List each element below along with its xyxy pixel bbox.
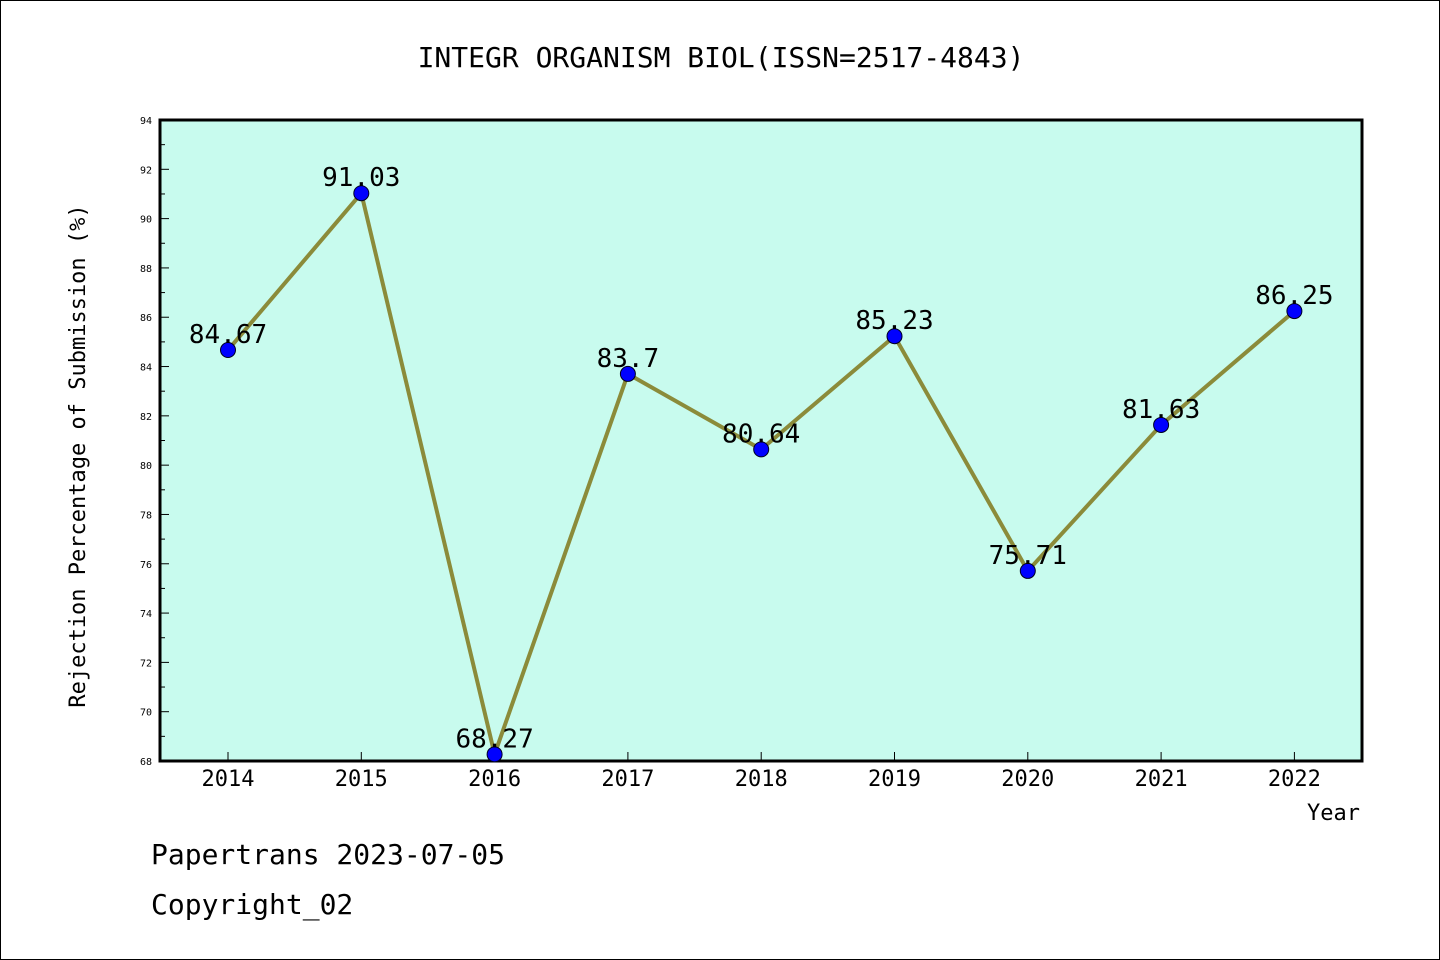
data-label: 86.25 <box>1255 281 1333 311</box>
y-tick-label: 78 <box>140 510 152 521</box>
data-point <box>753 441 770 458</box>
data-point <box>486 746 503 763</box>
data-label: 68.27 <box>455 724 533 754</box>
plot-area <box>158 118 1364 763</box>
data-point <box>353 185 370 202</box>
x-tick-label: 2017 <box>601 767 654 792</box>
y-tick-label: 70 <box>140 708 152 719</box>
y-tick-label: 90 <box>140 215 152 226</box>
y-tick-label: 92 <box>140 165 152 176</box>
x-axis: 2014 2015 2016 2017 2018 2019 2020 2021 2022 <box>202 752 1321 792</box>
x-tick-label: 2014 <box>202 767 255 792</box>
y-tick-label: 74 <box>140 609 152 620</box>
y-tick-label: 76 <box>140 560 152 571</box>
y-tick-label: 86 <box>140 313 152 324</box>
data-label: 80.64 <box>722 419 800 449</box>
y-tick-label: 82 <box>140 412 152 423</box>
data-point <box>1153 416 1170 433</box>
x-tick-label: 2021 <box>1135 767 1188 792</box>
y-tick-label: 68 <box>140 757 152 768</box>
y-tick-label: 72 <box>140 658 152 669</box>
y-tick-label: 84 <box>140 363 152 374</box>
x-tick-label: 2015 <box>335 767 388 792</box>
series-group: 84.67 91.03 68.27 83.7 80.64 85.23 75.71 81.63 8… <box>189 163 1334 763</box>
y-axis-label: Rejection Percentage of Submission (%) <box>66 204 91 707</box>
data-point <box>619 365 636 382</box>
data-label: 91.03 <box>322 163 400 193</box>
x-tick-label: 2020 <box>1001 767 1054 792</box>
y-tick-label: 88 <box>140 264 152 275</box>
data-point <box>220 342 236 359</box>
data-label: 75.71 <box>989 541 1067 571</box>
data-label: 81.63 <box>1122 395 1200 425</box>
data-label: 85.23 <box>855 306 933 336</box>
y-tick-label: 94 <box>140 116 152 127</box>
footer-copyright: Copyright_02 <box>151 888 353 922</box>
y-tick-label: 80 <box>140 461 152 472</box>
data-label: 84.67 <box>189 320 267 350</box>
x-tick-label: 2019 <box>868 767 921 792</box>
data-point <box>1019 562 1036 579</box>
data-point <box>1286 303 1303 320</box>
x-tick-label: 2016 <box>468 767 521 792</box>
data-label: 83.7 <box>597 344 660 374</box>
y-axis: 68 70 72 74 76 78 80 82 84 86 88 90 92 94 <box>140 116 169 768</box>
x-tick-label: 2022 <box>1268 767 1321 792</box>
chart-title: INTEGR ORGANISM BIOL(ISSN=2517-4843) <box>418 41 1025 74</box>
x-tick-label: 2018 <box>735 767 788 792</box>
data-point <box>886 328 903 345</box>
footer-date: Papertrans 2023-07-05 <box>151 838 505 871</box>
x-axis-label: Year <box>1307 801 1360 826</box>
